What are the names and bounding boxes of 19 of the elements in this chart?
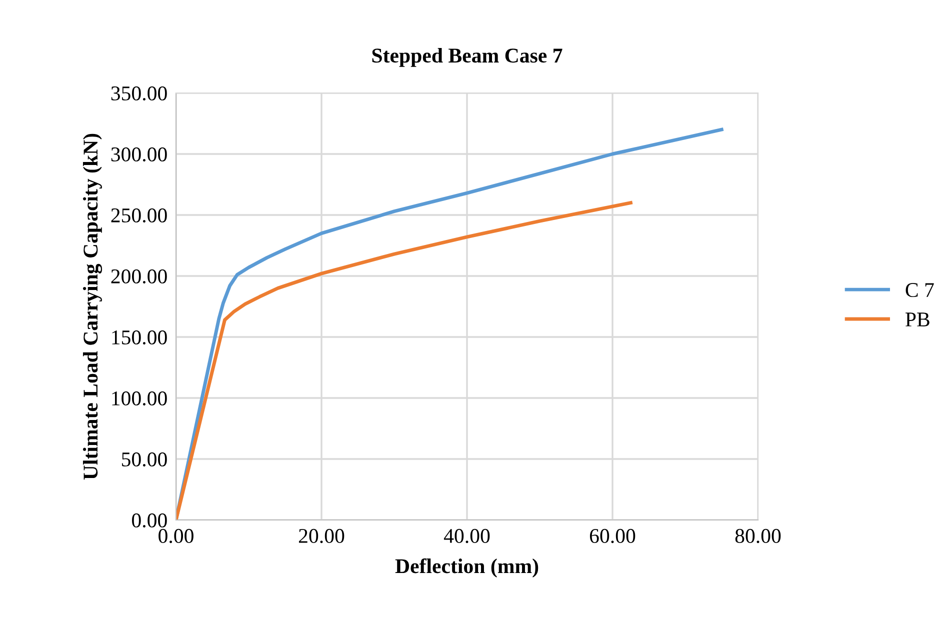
y-axis-title: Ultimate Load Carrying Capacity (kN): [82, 134, 102, 480]
legend-label: PB: [906, 312, 930, 326]
y-tick-label: 100.00: [112, 391, 167, 406]
y-tick-label: 150.00: [112, 330, 167, 345]
y-tick-label: 200.00: [111, 269, 167, 284]
line-series: [176, 201, 632, 520]
legend-label: C 7: [906, 283, 934, 298]
x-tick-label: 80.00: [735, 528, 781, 544]
y-tick-label: 50.00: [122, 452, 167, 467]
chart-title: Stepped Beam Case 7: [372, 48, 562, 67]
x-tick-label: 60.00: [590, 528, 636, 544]
x-tick-label: 0.00: [158, 528, 194, 544]
x-axis-title: Deflection (mm): [395, 558, 538, 578]
x-tick-label: 40.00: [444, 528, 490, 544]
y-tick-label: 350.00: [111, 86, 167, 101]
y-tick-label: 250.00: [111, 208, 167, 223]
y-tick-label: 300.00: [111, 147, 167, 162]
y-tick-label: 0.00: [132, 513, 167, 528]
x-tick-label: 20.00: [298, 528, 344, 544]
